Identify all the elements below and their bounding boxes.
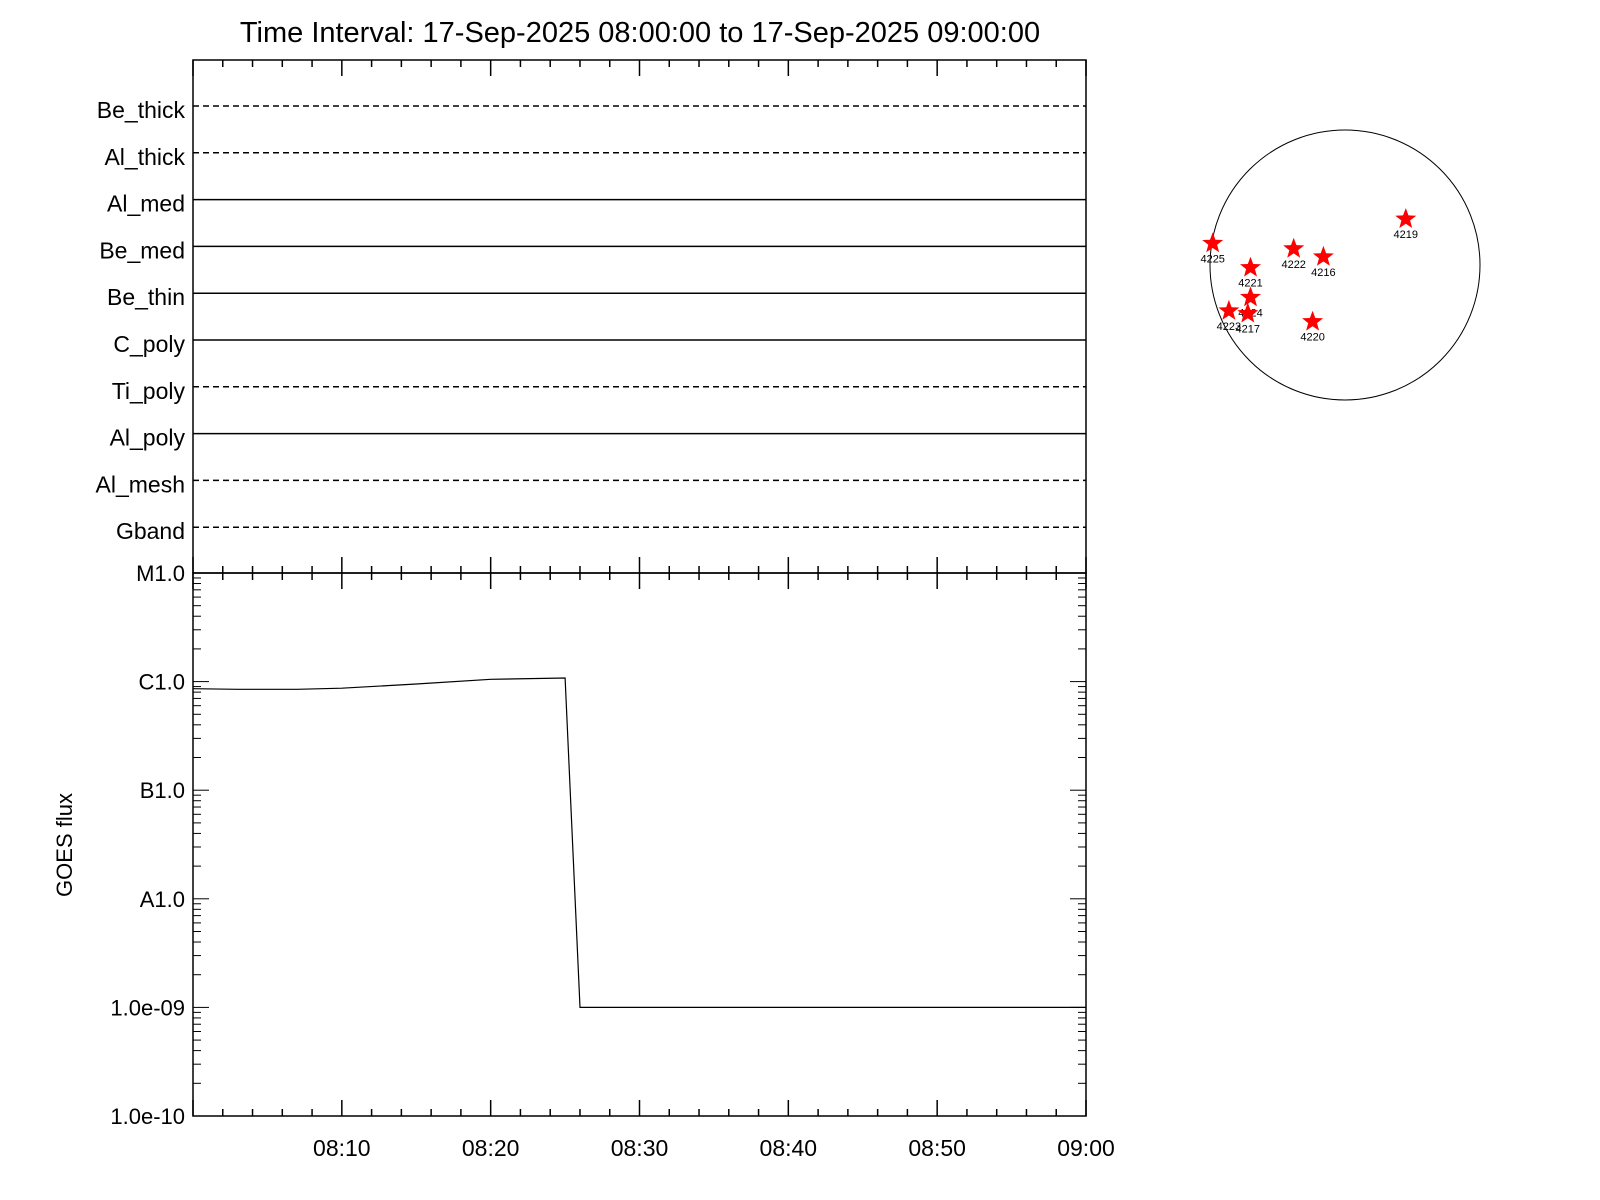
active-region-label: 4222 (1281, 259, 1305, 271)
y-tick-label: 1.0e-09 (110, 995, 185, 1020)
solar-disk (1209, 129, 1481, 401)
active-region-label: 4217 (1236, 324, 1260, 336)
active-region-star-icon (1218, 299, 1240, 320)
channel-lines: Be_thick Al_thick Al_med Be_med Be_thin C_pol… (96, 97, 1086, 544)
goes-flux-line (192, 677, 1086, 1009)
goes-panel: 1.0e-10 1.0e-09 A1.0 B1.0 C1.0 M1.0 08:10 08:2… (52, 561, 1115, 1161)
x-tick-label: 08:20 (462, 1135, 520, 1161)
active-region-star-icon (1237, 302, 1259, 323)
solar-disk-panel: 421942254222421642214224422342174220 (1200, 129, 1481, 401)
active-region-star-icon (1283, 237, 1305, 258)
y-tick-label: B1.0 (140, 778, 185, 803)
active-region-star-icon (1202, 232, 1224, 253)
y-tick-label: 1.0e-10 (110, 1104, 185, 1129)
chart-title: Time Interval: 17-Sep-2025 08:00:00 to 1… (240, 17, 1040, 49)
active-region-label: 4220 (1300, 332, 1324, 344)
goes-axis-ticks (192, 573, 1087, 1117)
active-region-star-icon (1240, 256, 1261, 277)
active-region-label: 4221 (1238, 278, 1262, 290)
active-region-label: 4216 (1311, 267, 1335, 279)
channel-panel: Be_thick Al_thick Al_med Be_med Be_thin C_pol… (96, 59, 1087, 574)
channel-label: Ti_poly (112, 378, 186, 404)
channel-label: Al_mesh (96, 471, 185, 497)
x-tick-label: 08:10 (313, 1135, 371, 1161)
y-tick-label: A1.0 (140, 887, 185, 912)
channel-label: Be_thin (107, 284, 185, 310)
active-region-markers: 421942254222421642214224422342174220 (1200, 208, 1418, 344)
active-region-label: 4225 (1200, 253, 1224, 265)
x-tick-label: 09:00 (1057, 1135, 1115, 1161)
active-region-star-icon (1395, 208, 1417, 228)
active-region-star-icon (1312, 245, 1334, 266)
y-tick-label: C1.0 (139, 670, 185, 695)
x-tick-label: 08:50 (908, 1135, 966, 1161)
channel-label: Be_thick (97, 97, 186, 123)
active-region-star-icon (1302, 310, 1324, 331)
x-tick-label: 08:30 (611, 1135, 669, 1161)
active-region-label: 4219 (1394, 229, 1418, 241)
goes-y-tick-labels: 1.0e-10 1.0e-09 A1.0 B1.0 C1.0 M1.0 (110, 561, 185, 1129)
y-tick-label: M1.0 (136, 561, 185, 586)
x-tick-label: 08:40 (760, 1135, 818, 1161)
active-region-label: 4223 (1217, 321, 1241, 333)
channel-panel-ticks (192, 60, 1087, 573)
channel-label: C_poly (113, 331, 185, 357)
channel-label: Al_med (107, 191, 185, 217)
goes-x-tick-labels: 08:10 08:20 08:30 08:40 08:50 09:00 (313, 1135, 1115, 1161)
channel-label: Al_poly (110, 425, 186, 451)
channel-label: Be_med (99, 237, 185, 263)
active-region-star-icon (1240, 286, 1261, 307)
channel-label: Al_thick (104, 144, 185, 170)
goes-y-axis-label: GOES flux (52, 793, 77, 897)
channel-label: Gband (116, 518, 185, 544)
